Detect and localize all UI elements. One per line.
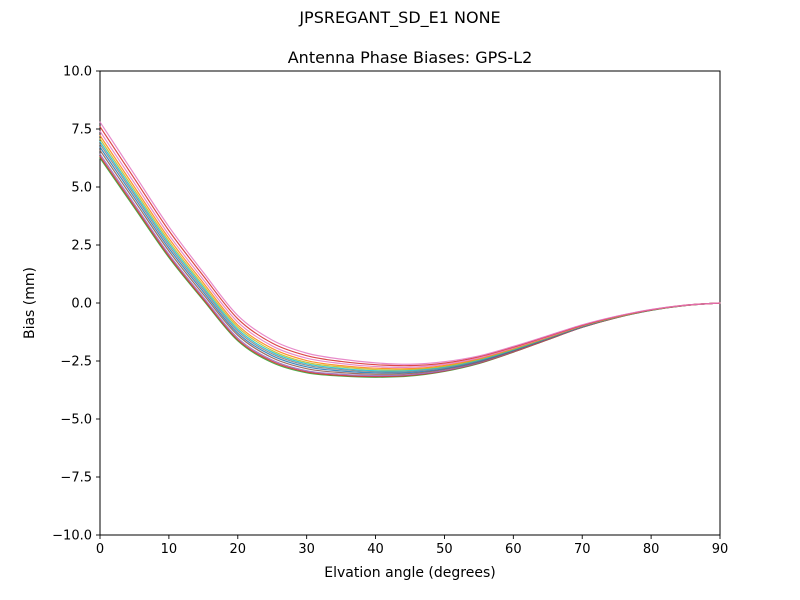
x-axis-label: Elvation angle (degrees) — [324, 565, 495, 581]
series-line — [99, 138, 721, 371]
y-axis-ticks: 10.0 7.5 5.0 2.5 0.0 −2.5 −5.0 −7.5 −10.0 — [52, 65, 100, 544]
y-tick-label: −5.0 — [60, 413, 92, 428]
plot-area-frame — [99, 70, 721, 536]
axes-title: Antenna Phase Biases: GPS-L2 — [288, 48, 533, 67]
y-tick-label: −2.5 — [60, 355, 92, 370]
x-tick-label: 80 — [643, 542, 660, 557]
y-tick-label: 10.0 — [63, 65, 92, 80]
series-line — [99, 153, 721, 377]
y-tick-label: 5.0 — [71, 181, 92, 196]
series-line — [99, 130, 721, 369]
x-tick-label: 90 — [712, 542, 729, 557]
y-tick-label: −7.5 — [60, 471, 92, 486]
x-tick-label: 40 — [367, 542, 384, 557]
series-line — [99, 140, 721, 372]
series-line — [99, 146, 721, 374]
x-axis-ticks: 0 10 20 30 40 50 60 70 80 90 — [96, 535, 728, 557]
y-tick-label: 0.0 — [71, 297, 92, 312]
x-tick-label: 0 — [96, 542, 104, 557]
y-tick-label: 7.5 — [71, 123, 92, 138]
x-tick-label: 30 — [298, 542, 315, 557]
x-tick-label: 60 — [505, 542, 522, 557]
series-line — [99, 157, 721, 378]
series-layer — [99, 121, 721, 378]
series-line — [99, 121, 721, 365]
x-tick-label: 70 — [574, 542, 591, 557]
y-tick-label: 2.5 — [71, 239, 92, 254]
series-line — [99, 143, 721, 373]
x-tick-label: 50 — [436, 542, 453, 557]
series-line — [99, 134, 721, 370]
figure-title: JPSREGANT_SD_E1 NONE — [298, 8, 500, 28]
y-axis-label: Bias (mm) — [22, 267, 38, 339]
x-tick-label: 10 — [161, 542, 178, 557]
x-tick-label: 20 — [230, 542, 247, 557]
series-line — [99, 126, 721, 367]
y-tick-label: −10.0 — [52, 529, 92, 544]
